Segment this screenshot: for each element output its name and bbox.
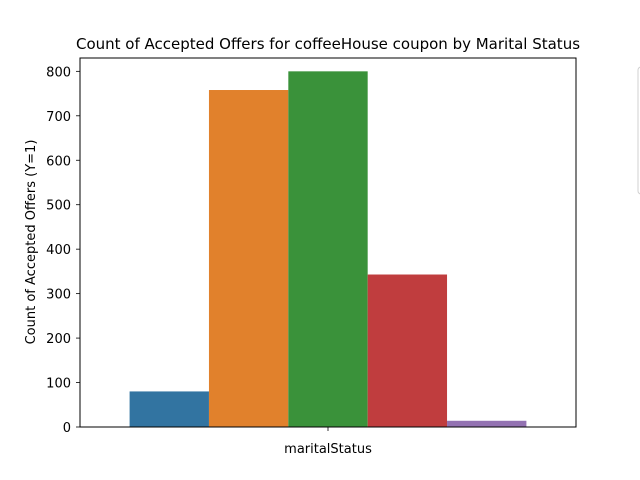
bar-3 <box>367 274 448 427</box>
bar-4 <box>447 420 527 427</box>
y-tick-label-1: 100 <box>46 377 71 392</box>
bar-2 <box>288 71 368 428</box>
chart-title: Count of Accepted Offers for coffeeHouse… <box>76 35 580 53</box>
y-axis-ticks: 0 100 200 300 400 500 600 700 800 <box>46 65 80 436</box>
y-tick-label-5: 500 <box>46 199 71 214</box>
bar-1 <box>208 90 289 427</box>
y-tick-label-8: 800 <box>46 65 71 80</box>
y-tick-label-3: 300 <box>46 288 71 303</box>
y-tick-label-0: 0 <box>63 421 71 436</box>
y-axis-label: Count of Accepted Offers (Y=1) <box>24 140 39 345</box>
bars-group <box>129 71 527 428</box>
y-tick-label-6: 600 <box>46 154 71 169</box>
y-tick-label-4: 400 <box>46 243 71 258</box>
x-axis-label: maritalStatus <box>284 442 372 457</box>
y-tick-label-2: 200 <box>46 332 71 347</box>
y-tick-label-7: 700 <box>46 110 71 125</box>
bar-0 <box>129 391 209 427</box>
